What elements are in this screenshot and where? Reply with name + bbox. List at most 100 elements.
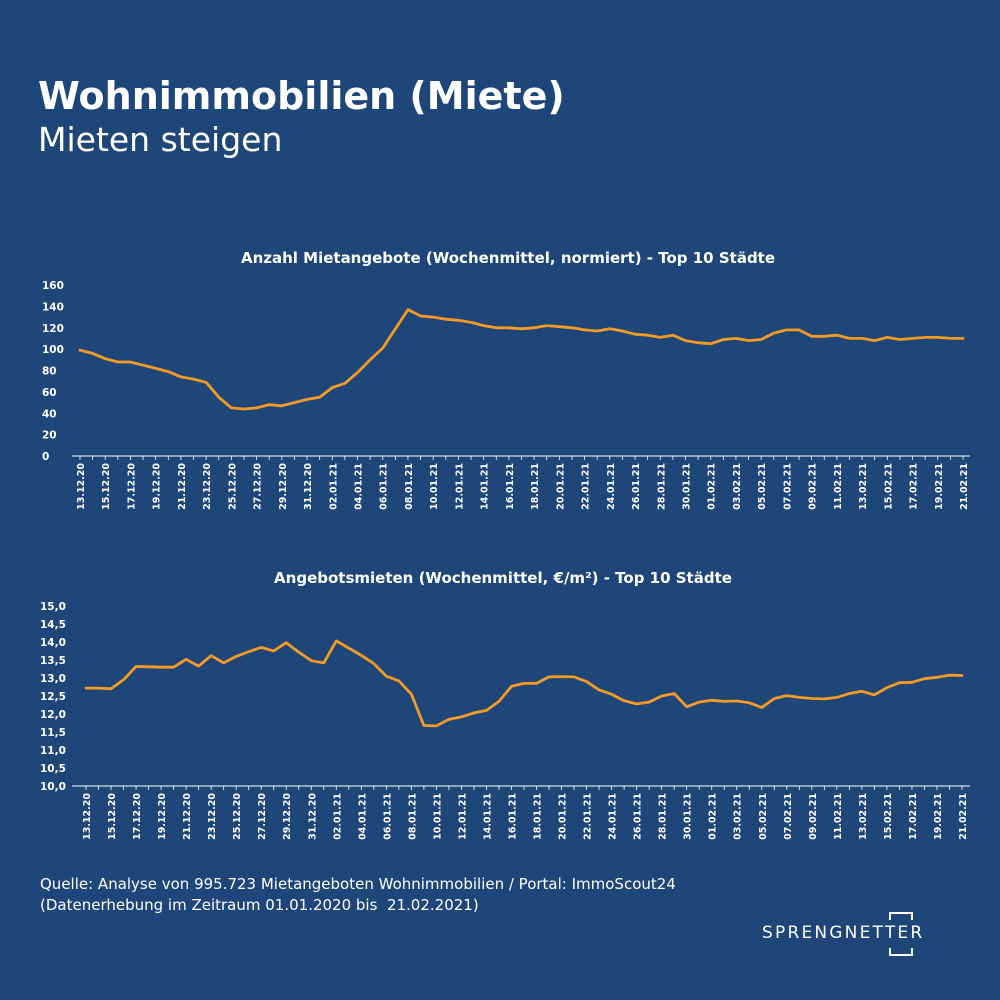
y-tick-label: 10,0 bbox=[40, 781, 66, 793]
x-tick-label: 19.12.20 bbox=[152, 463, 163, 510]
x-tick-label: 09.02.21 bbox=[808, 463, 819, 510]
y-tick-label: 13,5 bbox=[40, 655, 66, 667]
x-tick-label: 14.01.21 bbox=[482, 793, 493, 840]
source-line-1: Quelle: Analyse von 995.723 Mietangebote… bbox=[40, 875, 676, 893]
x-tick-label: 09.02.21 bbox=[808, 793, 819, 840]
x-tick-label: 28.01.21 bbox=[656, 463, 667, 510]
x-tick-label: 31.12.20 bbox=[303, 463, 314, 510]
page-title: Wohnimmobilien (Miete) bbox=[38, 74, 565, 118]
x-tick-label: 25.12.20 bbox=[227, 463, 238, 510]
x-tick-label: 19.12.20 bbox=[157, 793, 168, 840]
y-tick-label: 0 bbox=[42, 451, 49, 463]
x-tick-label: 13.02.21 bbox=[858, 793, 869, 840]
x-tick-label: 16.01.21 bbox=[505, 463, 516, 510]
x-tick-label: 15.02.21 bbox=[883, 793, 894, 840]
x-tick-label: 15.12.20 bbox=[107, 793, 118, 840]
x-tick-label: 08.01.21 bbox=[407, 793, 418, 840]
x-tick-label: 06.01.21 bbox=[382, 793, 393, 840]
x-tick-label: 17.12.20 bbox=[132, 793, 143, 840]
x-tick-label: 26.01.21 bbox=[631, 463, 642, 510]
x-tick-label: 26.01.21 bbox=[633, 793, 644, 840]
x-tick-label: 08.01.21 bbox=[404, 463, 415, 510]
y-tick-label: 14,5 bbox=[40, 619, 66, 631]
y-tick-label: 13,0 bbox=[40, 673, 66, 685]
x-tick-label: 20.01.21 bbox=[555, 463, 566, 510]
x-tick-label: 22.01.21 bbox=[583, 793, 594, 840]
x-tick-label: 25.12.20 bbox=[232, 793, 243, 840]
x-tick-label: 30.01.21 bbox=[681, 463, 692, 510]
x-tick-label: 21.02.21 bbox=[959, 463, 970, 510]
y-tick-label: 11,5 bbox=[40, 727, 66, 739]
x-tick-label: 16.01.21 bbox=[507, 793, 518, 840]
x-tick-label: 12.01.21 bbox=[457, 793, 468, 840]
y-tick-label: 140 bbox=[42, 301, 64, 313]
x-tick-label: 04.01.21 bbox=[357, 793, 368, 840]
x-tick-label: 10.01.21 bbox=[429, 463, 440, 510]
x-tick-label: 29.12.20 bbox=[282, 793, 293, 840]
x-tick-label: 17.02.21 bbox=[909, 463, 920, 510]
x-tick-label: 21.12.20 bbox=[177, 463, 188, 510]
x-tick-label: 27.12.20 bbox=[257, 793, 268, 840]
rental-offers-chart-svg: Anzahl Mietangebote (Wochenmittel, normi… bbox=[42, 249, 970, 510]
x-tick-label: 19.02.21 bbox=[933, 793, 944, 840]
x-tick-label: 27.12.20 bbox=[253, 463, 264, 510]
x-tick-label: 24.01.21 bbox=[606, 463, 617, 510]
x-tick-label: 07.02.21 bbox=[782, 463, 793, 510]
x-tick-label: 18.01.21 bbox=[533, 793, 544, 840]
y-tick-label: 40 bbox=[42, 408, 57, 420]
x-tick-label: 11.02.21 bbox=[833, 463, 844, 510]
y-tick-label: 80 bbox=[42, 366, 57, 378]
logo-text: SPRENGNETTER bbox=[762, 923, 925, 943]
x-tick-label: 05.02.21 bbox=[758, 793, 769, 840]
y-tick-label: 160 bbox=[42, 280, 64, 292]
source-line-2: (Datenerhebung im Zeitraum 01.01.2020 bi… bbox=[40, 896, 479, 914]
asking-rents-chart-svg: Angebotsmieten (Wochenmittel, €/m²) - To… bbox=[40, 569, 970, 840]
x-tick-label: 03.02.21 bbox=[732, 463, 743, 510]
y-tick-label: 100 bbox=[42, 344, 64, 356]
y-tick-label: 15,0 bbox=[40, 601, 66, 613]
x-tick-label: 19.02.21 bbox=[934, 463, 945, 510]
x-tick-label: 17.02.21 bbox=[908, 793, 919, 840]
x-tick-label: 30.01.21 bbox=[683, 793, 694, 840]
x-tick-label: 10.01.21 bbox=[432, 793, 443, 840]
series-line bbox=[78, 308, 965, 411]
x-tick-label: 11.02.21 bbox=[833, 793, 844, 840]
x-tick-label: 31.12.20 bbox=[307, 793, 318, 840]
rental-offers-chart: Anzahl Mietangebote (Wochenmittel, normi… bbox=[0, 240, 1000, 530]
x-tick-label: 15.02.21 bbox=[883, 463, 894, 510]
x-tick-label: 29.12.20 bbox=[278, 463, 289, 510]
y-tick-label: 10,5 bbox=[40, 763, 66, 775]
x-tick-label: 15.12.20 bbox=[101, 463, 112, 510]
y-tick-label: 12,0 bbox=[40, 709, 66, 721]
chart-title: Angebotsmieten (Wochenmittel, €/m²) - To… bbox=[274, 569, 732, 587]
logo-bracket-icon bbox=[889, 912, 913, 956]
x-tick-label: 23.12.20 bbox=[202, 463, 213, 510]
x-tick-label: 02.01.21 bbox=[328, 463, 339, 510]
y-tick-label: 14,0 bbox=[40, 637, 66, 649]
chart-title: Anzahl Mietangebote (Wochenmittel, normi… bbox=[241, 249, 775, 267]
x-tick-label: 14.01.21 bbox=[480, 463, 491, 510]
x-tick-label: 28.01.21 bbox=[658, 793, 669, 840]
sprengnetter-logo: SPRENGNETTER bbox=[762, 912, 948, 956]
x-tick-label: 01.02.21 bbox=[708, 793, 719, 840]
x-tick-label: 23.12.20 bbox=[207, 793, 218, 840]
x-tick-label: 13.02.21 bbox=[858, 463, 869, 510]
page-subtitle: Mieten steigen bbox=[38, 120, 283, 159]
x-tick-label: 21.12.20 bbox=[182, 793, 193, 840]
asking-rents-chart: Angebotsmieten (Wochenmittel, €/m²) - To… bbox=[0, 560, 1000, 860]
x-tick-label: 12.01.21 bbox=[454, 463, 465, 510]
y-tick-label: 12,5 bbox=[40, 691, 66, 703]
x-tick-label: 13.12.20 bbox=[76, 463, 87, 510]
x-tick-label: 24.01.21 bbox=[608, 793, 619, 840]
x-tick-label: 22.01.21 bbox=[581, 463, 592, 510]
x-tick-label: 05.02.21 bbox=[757, 463, 768, 510]
x-tick-label: 17.12.20 bbox=[126, 463, 137, 510]
x-tick-label: 06.01.21 bbox=[379, 463, 390, 510]
x-tick-label: 18.01.21 bbox=[530, 463, 541, 510]
series-line bbox=[84, 639, 964, 728]
y-tick-label: 60 bbox=[42, 387, 57, 399]
x-tick-label: 02.01.21 bbox=[332, 793, 343, 840]
x-tick-label: 21.02.21 bbox=[958, 793, 969, 840]
x-tick-label: 07.02.21 bbox=[783, 793, 794, 840]
y-tick-label: 20 bbox=[42, 430, 57, 442]
